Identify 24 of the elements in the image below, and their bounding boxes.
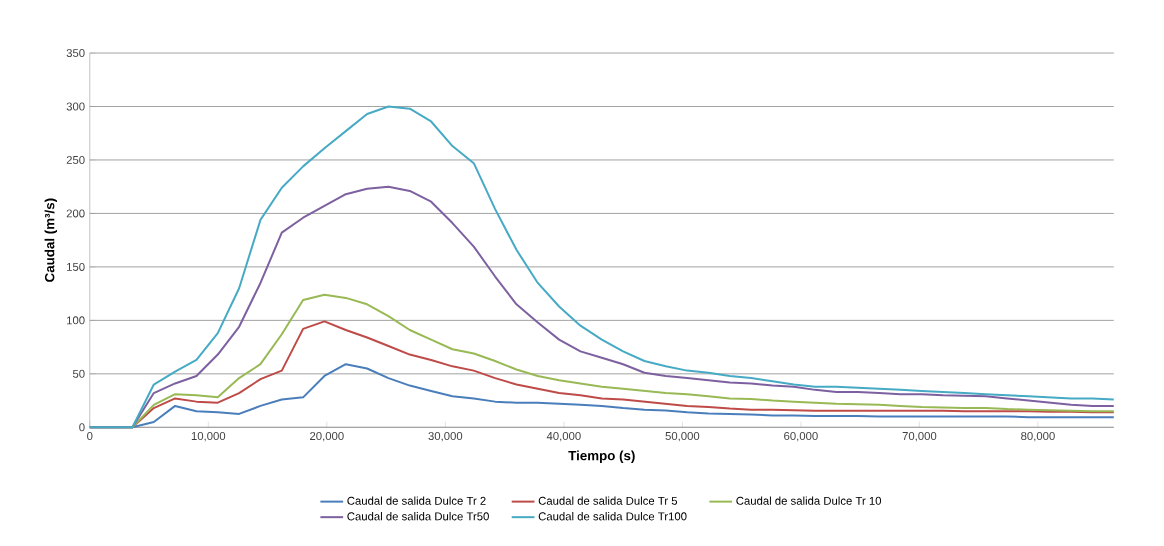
legend-label: Caudal de salida Dulce Tr 5: [538, 496, 678, 505]
x-tick-label: 70,000: [902, 432, 937, 442]
legend-label: Caudal de salida Dulce Tr50: [347, 512, 489, 521]
y-tick-label: 150: [67, 262, 85, 271]
y-tick-label: 50: [72, 369, 85, 378]
y-axis-title: Caudal (m³/s): [44, 198, 58, 282]
x-tick-label: 0: [87, 432, 93, 441]
x-tick-label: 80,000: [1021, 432, 1055, 442]
y-tick-label: 250: [66, 155, 85, 164]
y-tick-label: 100: [67, 316, 85, 325]
x-tick-label: 50,000: [665, 432, 700, 442]
y-tick-label: 350: [66, 49, 85, 58]
legend-label: Caudal de salida Dulce Tr 2: [347, 496, 486, 505]
x-tick-label: 60,000: [784, 432, 818, 442]
y-tick-label: 200: [66, 209, 85, 218]
x-axis-title: Tiempo (s): [568, 450, 635, 463]
y-tick-label: 300: [66, 102, 85, 111]
legend-label: Caudal de salida Dulce Tr100: [538, 512, 687, 521]
x-tick-label: 20,000: [310, 432, 344, 442]
x-tick-label: 10,000: [191, 432, 226, 442]
y-tick-label: 0: [79, 423, 85, 432]
x-tick-label: 40,000: [546, 432, 581, 442]
x-tick-label: 30,000: [428, 432, 463, 442]
legend-label: Caudal de salida Dulce Tr 10: [736, 496, 882, 505]
